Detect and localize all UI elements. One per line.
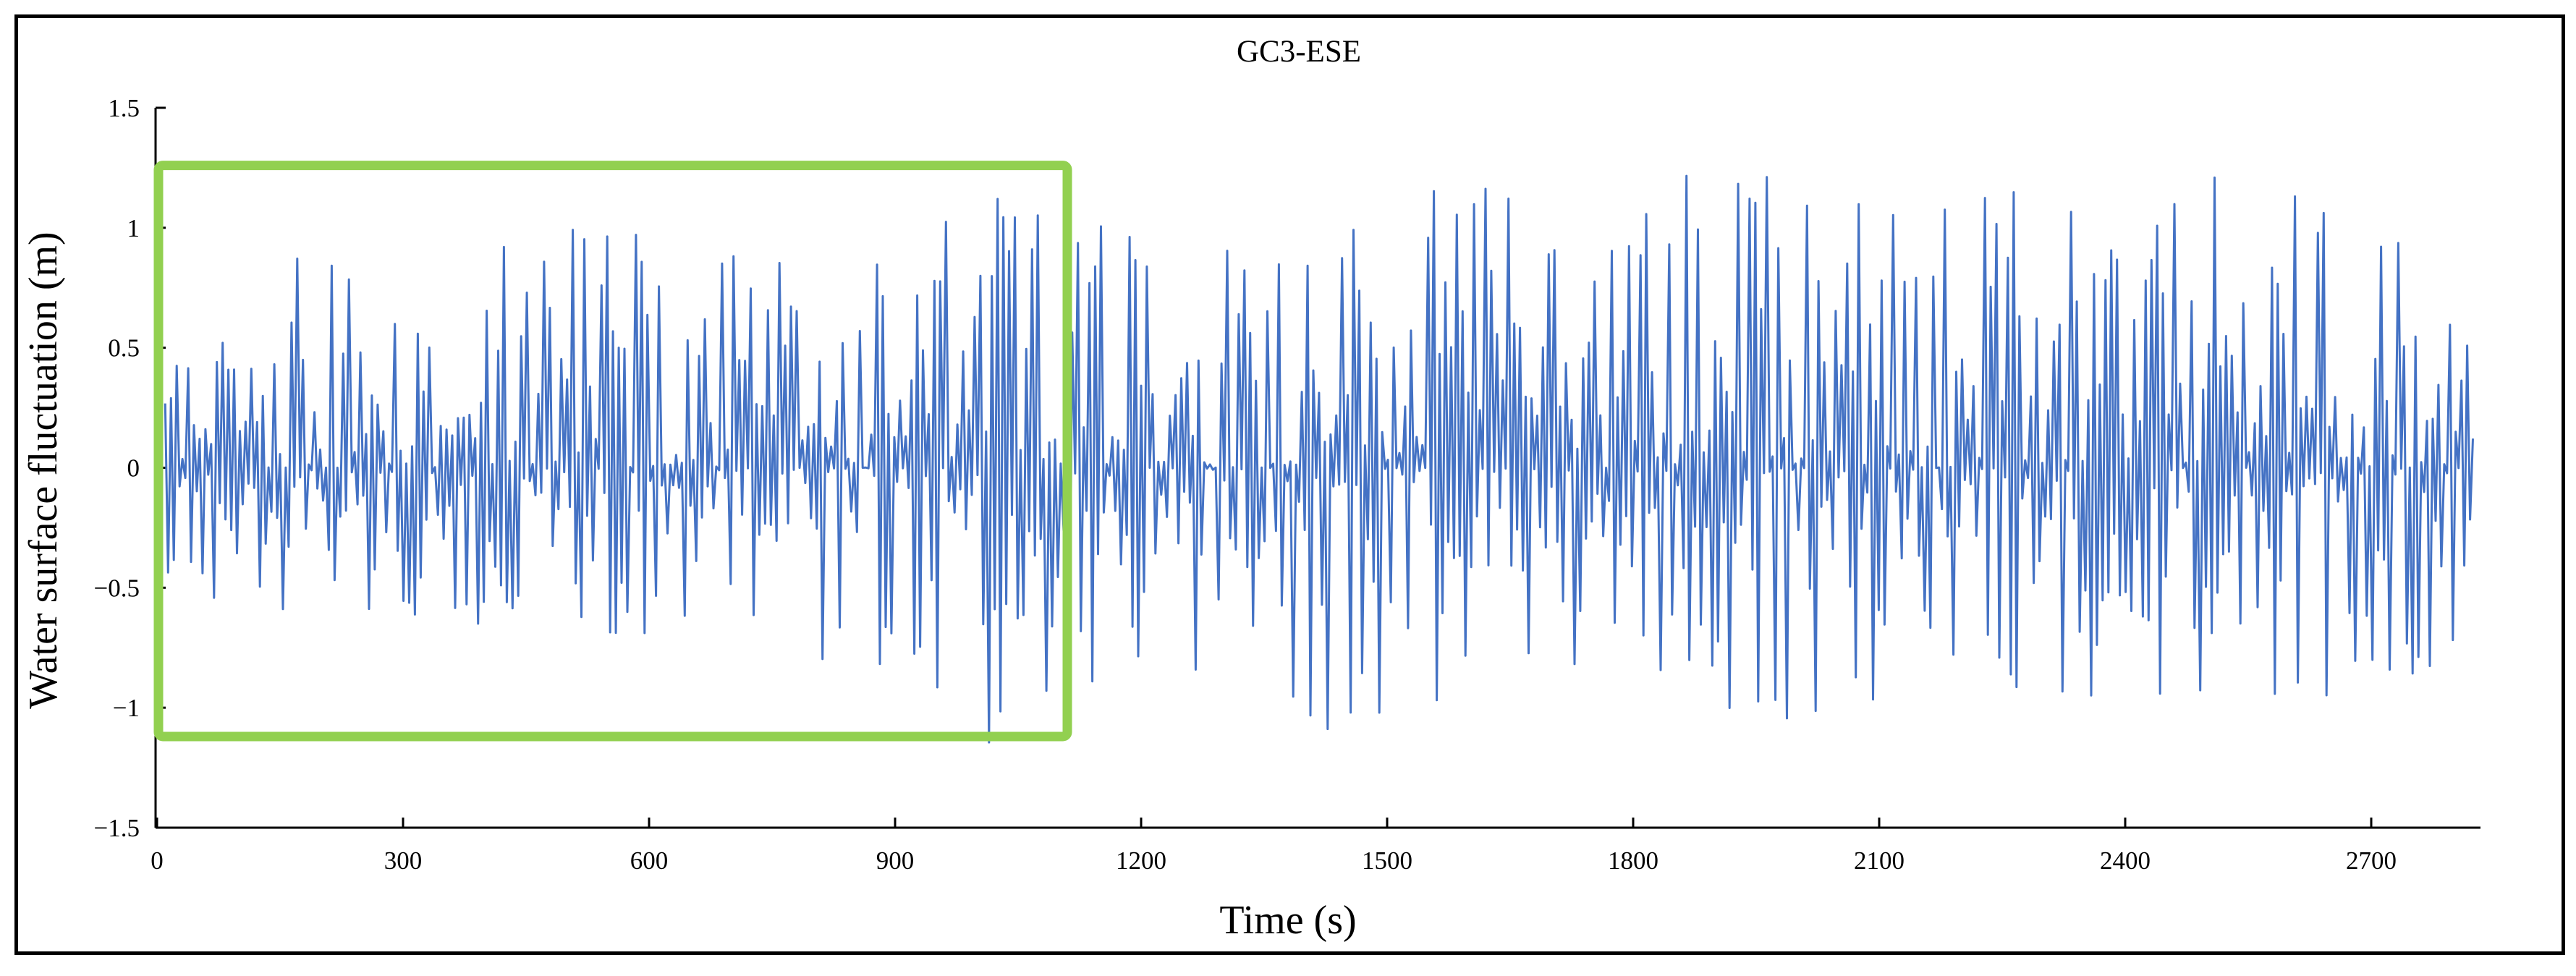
x-axis: 0 300 600 900 1200 1500 1800 2100 2400 2700	[151, 818, 2480, 875]
y-tick-label: 0.5	[108, 334, 140, 362]
x-axis-label: Time (s)	[1219, 898, 1356, 943]
y-tick-label: −0.5	[94, 574, 140, 602]
x-tick-label: 1800	[1608, 846, 1658, 875]
x-tick-label: 900	[876, 846, 915, 875]
x-tick-label: 2400	[2100, 846, 2151, 875]
y-tick-label: −1	[113, 694, 140, 722]
x-tick-label: 300	[384, 846, 423, 875]
y-axis-label: Water surface fluctuation (m)	[21, 232, 66, 708]
highlight-layer	[153, 161, 1072, 742]
y-tick-label: 0	[127, 454, 140, 483]
series-line	[164, 174, 2474, 744]
series-layer	[164, 174, 2474, 744]
y-tick-label: 1	[127, 214, 140, 242]
highlight-box	[153, 161, 1072, 742]
x-tick-label: 1200	[1116, 846, 1166, 875]
y-tick-label: 1.5	[108, 94, 140, 122]
chart-frame: GC3-ESE 1.5 1 0.5 0 −0.5 −1 −1.5 0 300 600 900 120…	[14, 14, 2565, 955]
water-level-chart: GC3-ESE 1.5 1 0.5 0 −0.5 −1 −1.5 0 300 600 900 120…	[21, 35, 2480, 943]
x-tick-label: 2700	[2346, 846, 2397, 875]
y-tick-label: −1.5	[94, 814, 140, 842]
x-tick-label: 1500	[1362, 846, 1412, 875]
chart-title: GC3-ESE	[1237, 35, 1361, 69]
x-tick-label: 0	[151, 846, 164, 875]
x-tick-label: 2100	[1854, 846, 1905, 875]
x-tick-label: 600	[630, 846, 669, 875]
